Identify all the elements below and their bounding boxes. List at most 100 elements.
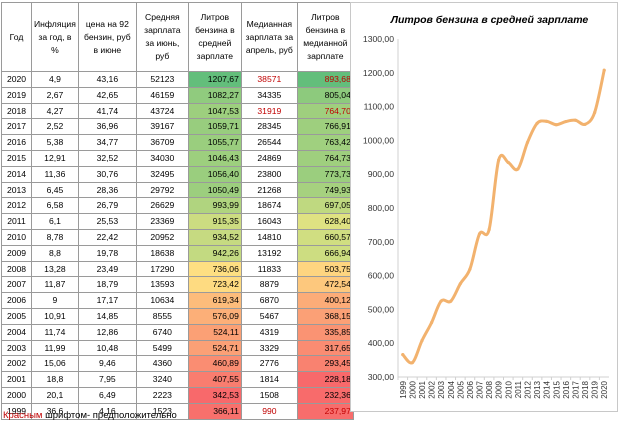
cell-liters-median: 763,42 bbox=[296, 134, 354, 151]
header-liters-median: Литров бензина в медианной зарплате bbox=[296, 2, 354, 72]
cell-liters-avg: 366,11 bbox=[187, 402, 242, 420]
liters-chart: Литров бензина в средней зарплате 300,00 4… bbox=[350, 2, 618, 412]
cell-fuel-price: 17,17 bbox=[77, 292, 137, 309]
data-point bbox=[401, 353, 405, 357]
cell-fuel-price: 42,65 bbox=[77, 86, 137, 104]
cell-fuel-price: 7,95 bbox=[77, 371, 137, 388]
cell-liters-median: 766,91 bbox=[296, 118, 354, 136]
cell-fuel-price: 25,53 bbox=[77, 213, 137, 230]
cell-liters-avg: 1050,49 bbox=[187, 181, 242, 199]
cell-fuel-price: 23,49 bbox=[77, 260, 137, 278]
cell-year: 2006 bbox=[1, 292, 32, 309]
table-row: 2017 2,52 36,96 39167 1059,71 28345 766,91 bbox=[1, 118, 354, 136]
x-tick-label: 2019 bbox=[591, 380, 600, 398]
cell-liters-median: 764,70 bbox=[296, 102, 354, 120]
data-point bbox=[573, 118, 578, 122]
cell-median-salary: 3329 bbox=[240, 339, 298, 357]
cell-avg-salary: 10634 bbox=[135, 292, 189, 309]
cell-median-salary: 18674 bbox=[240, 197, 298, 215]
cell-liters-avg: 524,71 bbox=[187, 339, 242, 357]
y-tick-label: 1300,00 bbox=[363, 34, 394, 44]
cell-median-salary: 5467 bbox=[240, 307, 298, 325]
cell-median-salary: 34335 bbox=[240, 86, 298, 104]
data-point bbox=[449, 299, 453, 303]
x-tick-label: 2018 bbox=[581, 380, 590, 398]
cell-median-salary: 6870 bbox=[240, 292, 298, 309]
data-point bbox=[554, 123, 558, 127]
cell-year: 2017 bbox=[1, 118, 32, 136]
cell-fuel-price: 14,85 bbox=[77, 307, 137, 325]
table-row: 2013 6,45 28,36 29792 1050,49 21268 749,93 bbox=[1, 181, 354, 199]
data-point bbox=[545, 119, 549, 123]
cell-avg-salary: 34030 bbox=[135, 149, 189, 167]
cell-year: 2004 bbox=[1, 323, 32, 341]
cell-fuel-price: 34,77 bbox=[77, 134, 137, 151]
cell-fuel-price: 28,36 bbox=[77, 181, 137, 199]
cell-median-salary: 24869 bbox=[240, 149, 298, 167]
cell-inflation: 11,36 bbox=[31, 165, 79, 183]
cell-liters-avg: 934,52 bbox=[187, 228, 242, 246]
header-fuel-price: цена на 92 бензин, руб в июне bbox=[77, 2, 137, 72]
y-tick-label: 600,00 bbox=[368, 271, 395, 281]
table-header-row: Год Инфляция за год, в % цена на 92 бенз… bbox=[1, 2, 354, 72]
x-tick-label: 2004 bbox=[447, 380, 456, 398]
x-tick-label: 2000 bbox=[408, 380, 417, 398]
cell-inflation: 13,28 bbox=[31, 260, 79, 278]
cell-fuel-price: 6,49 bbox=[77, 386, 137, 404]
cell-fuel-price: 26,79 bbox=[77, 197, 137, 215]
data-point bbox=[506, 160, 510, 165]
fuel-salary-table: Год Инфляция за год, в % цена на 92 бенз… bbox=[1, 2, 354, 420]
cell-median-salary: 13192 bbox=[240, 244, 298, 262]
x-tick-label: 2016 bbox=[562, 380, 571, 398]
table-row: 2009 8,8 19,78 18638 942,26 13192 666,94 bbox=[1, 244, 354, 262]
cell-median-salary: 23800 bbox=[240, 165, 298, 183]
cell-median-salary: 4319 bbox=[240, 323, 298, 341]
cell-fuel-price: 32,52 bbox=[77, 149, 137, 167]
data-point bbox=[439, 299, 443, 303]
cell-fuel-price: 9,46 bbox=[77, 355, 137, 373]
cell-liters-avg: 736,06 bbox=[187, 260, 242, 278]
x-tick-label: 2010 bbox=[504, 380, 513, 398]
y-tick-label: 1200,00 bbox=[363, 68, 394, 78]
cell-liters-avg: 723,42 bbox=[187, 276, 242, 294]
cell-avg-salary: 46159 bbox=[135, 86, 189, 104]
cell-median-salary: 14810 bbox=[240, 228, 298, 246]
cell-liters-median: 666,94 bbox=[296, 244, 354, 262]
cell-liters-avg: 1047,53 bbox=[187, 102, 242, 120]
table-row: 2014 11,36 30,76 32495 1056,40 23800 773,73 bbox=[1, 165, 354, 183]
cell-year: 1999 bbox=[1, 402, 32, 420]
table-row: 2016 5,38 34,77 36709 1055,77 26544 763,42 bbox=[1, 134, 354, 151]
cell-liters-avg: 1056,40 bbox=[187, 165, 242, 183]
cell-year: 2020 bbox=[1, 71, 32, 88]
cell-avg-salary: 13593 bbox=[135, 276, 189, 294]
cell-inflation: 2,67 bbox=[31, 86, 79, 104]
x-tick-label: 2011 bbox=[514, 380, 523, 398]
cell-avg-salary: 6740 bbox=[135, 323, 189, 341]
data-point bbox=[593, 110, 597, 115]
data-point bbox=[583, 122, 587, 126]
series-line bbox=[401, 68, 606, 365]
cell-avg-salary: 26629 bbox=[135, 197, 189, 215]
cell-liters-median: 628,40 bbox=[296, 213, 354, 230]
table-row: 2019 2,67 42,65 46159 1082,27 34335 805,04 bbox=[1, 86, 354, 104]
cell-year: 2005 bbox=[1, 307, 32, 325]
cell-year: 2013 bbox=[1, 181, 32, 199]
cell-inflation: 4,9 bbox=[31, 71, 79, 88]
cell-year: 2014 bbox=[1, 165, 32, 183]
cell-liters-avg: 915,35 bbox=[187, 213, 242, 230]
cell-year: 2016 bbox=[1, 134, 32, 151]
cell-inflation: 2,52 bbox=[31, 118, 79, 136]
y-tick-label: 900,00 bbox=[368, 169, 395, 179]
y-tick-label: 500,00 bbox=[368, 304, 395, 314]
x-tick-label: 2002 bbox=[428, 380, 437, 398]
data-point bbox=[602, 68, 606, 72]
table-row: 2015 12,91 32,52 34030 1046,43 24869 764,73 bbox=[1, 149, 354, 167]
cell-inflation: 6,58 bbox=[31, 197, 79, 215]
x-tick-label: 2015 bbox=[552, 380, 561, 398]
chart-title: Литров бензина в средней зарплате bbox=[390, 14, 589, 26]
x-tick-label: 2005 bbox=[456, 380, 465, 398]
cell-fuel-price: 19,78 bbox=[77, 244, 137, 262]
header-inflation: Инфляция за год, в % bbox=[31, 2, 79, 72]
cell-avg-salary: 23369 bbox=[135, 213, 189, 230]
cell-liters-median: 368,15 bbox=[296, 307, 354, 325]
